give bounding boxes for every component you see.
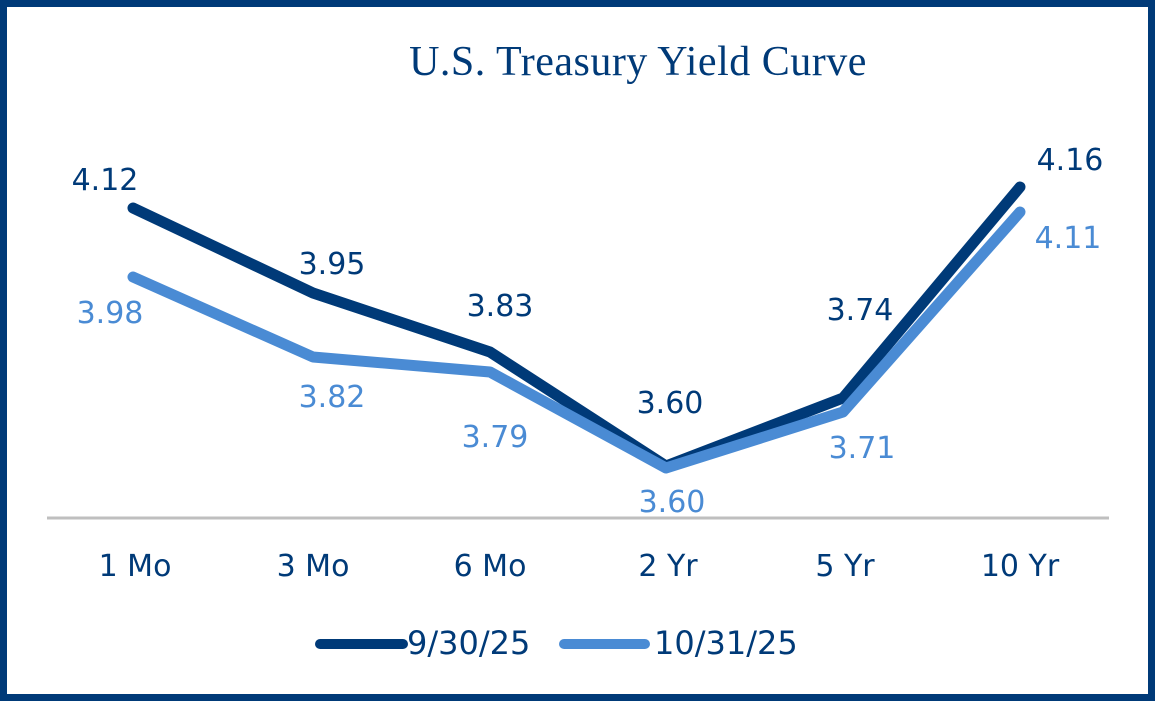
data-label: 3.74	[827, 293, 894, 328]
data-label: 3.82	[299, 380, 366, 415]
x-axis-label: 2 Yr	[638, 549, 698, 584]
x-axis-label: 3 Mo	[277, 549, 350, 584]
data-label: 3.83	[467, 289, 534, 324]
x-axis-label: 5 Yr	[815, 549, 875, 584]
x-axis-label: 10 Yr	[981, 549, 1060, 584]
x-axis-label: 1 Mo	[99, 549, 172, 584]
legend-label: 9/30/25	[407, 624, 530, 662]
data-label: 4.16	[1037, 143, 1104, 178]
series-line-10-31-25	[127, 206, 1026, 474]
legend: 9/30/25 10/31/25	[315, 624, 798, 662]
data-label: 3.71	[829, 431, 896, 466]
legend-label: 10/31/25	[654, 624, 798, 662]
x-axis-label: 6 Mo	[454, 549, 527, 584]
data-label: 3.79	[462, 420, 529, 455]
data-label: 3.60	[639, 485, 706, 520]
data-label: 3.60	[637, 386, 704, 421]
chart-title: U.S. Treasury Yield Curve	[409, 39, 867, 85]
data-label: 4.12	[72, 163, 139, 198]
data-label: 4.11	[1035, 221, 1102, 256]
data-label: 3.98	[77, 296, 144, 331]
data-label: 3.95	[299, 247, 366, 282]
series-line-9-30-25	[127, 181, 1026, 472]
